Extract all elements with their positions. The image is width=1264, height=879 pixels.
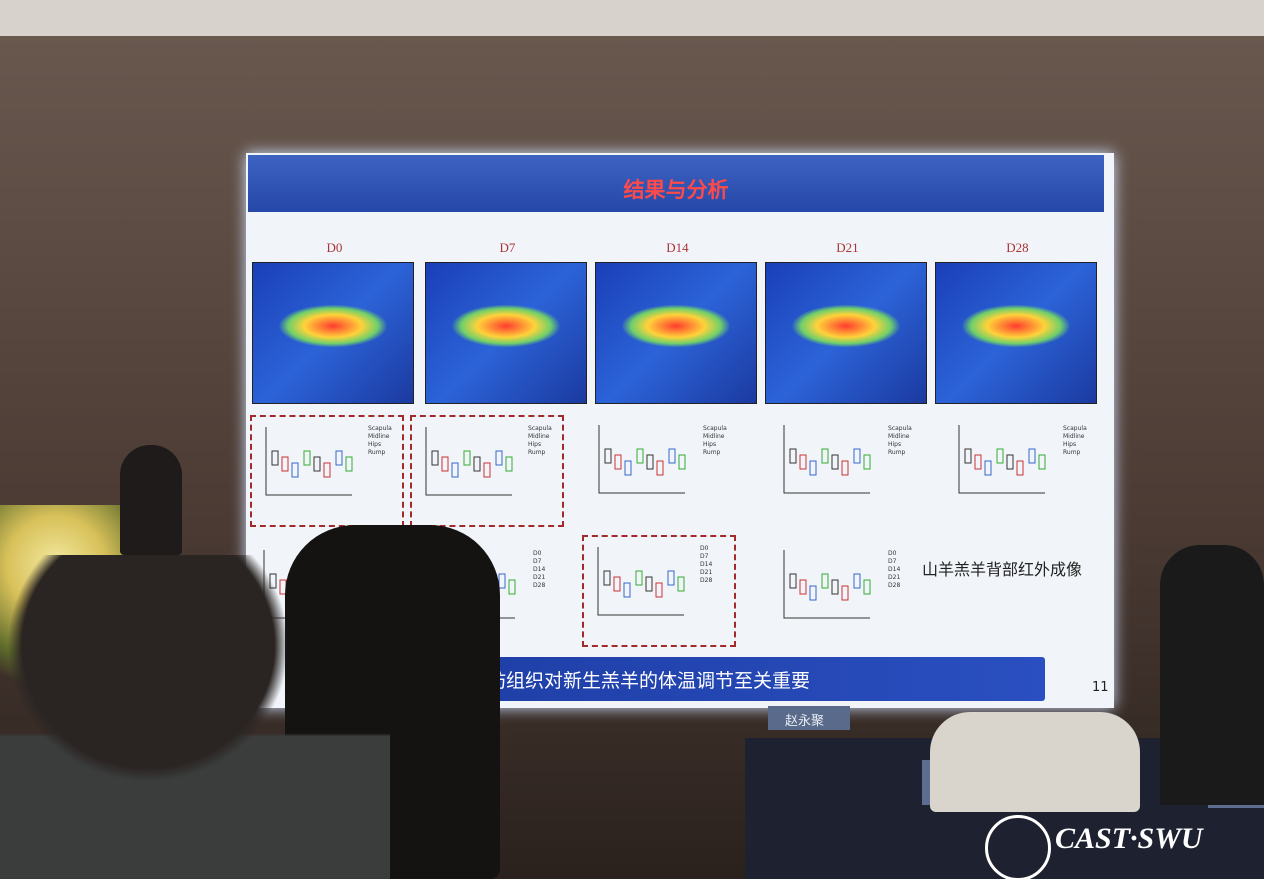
- box-plot: [410, 415, 564, 527]
- day-label: D21: [836, 240, 859, 255]
- legend-label: D14: [888, 566, 901, 573]
- legend-label: Scapula: [888, 425, 912, 432]
- day-label: D7: [499, 240, 516, 255]
- legend-label: Midline: [368, 433, 390, 440]
- watermark-logo: [985, 815, 1051, 879]
- box-plot: [250, 415, 404, 527]
- legend-label: Scapula: [1063, 425, 1087, 432]
- legend-label: Scapula: [703, 425, 727, 432]
- plot: [958, 425, 1046, 494]
- audience-right: [1160, 545, 1264, 805]
- plot: [597, 547, 685, 616]
- legend-label: Scapula: [528, 425, 552, 432]
- box-plot: [770, 415, 920, 523]
- legend-label: Hips: [1063, 441, 1077, 448]
- title-bar: [248, 155, 1104, 212]
- legend-label: D14: [700, 561, 713, 568]
- plot: [598, 425, 686, 494]
- legend-label: Hips: [528, 441, 542, 448]
- plot: [425, 427, 513, 496]
- day-label: D0: [326, 240, 343, 255]
- legend-label: D0: [888, 550, 897, 557]
- legend-label: Midline: [888, 433, 910, 440]
- ceiling: [0, 0, 1264, 36]
- legend-label: D28: [533, 582, 546, 589]
- thermal-image: [765, 262, 927, 404]
- day-label: D28: [1006, 240, 1029, 255]
- thermal-image: [425, 262, 587, 404]
- legend-label: D21: [533, 574, 546, 581]
- audience-man: [0, 555, 390, 879]
- legend-label: Midline: [703, 433, 725, 440]
- legend-label: Hips: [888, 441, 902, 448]
- nameplate: [768, 706, 850, 730]
- caption: 山羊羔羊背部红外成像: [922, 560, 1083, 579]
- legend-label: D14: [533, 566, 546, 573]
- plot: [783, 550, 871, 619]
- box-plot: [585, 415, 735, 523]
- legend-label: D7: [888, 558, 897, 565]
- chair: [930, 712, 1140, 812]
- legend-label: D21: [700, 569, 713, 576]
- legend-label: Rump: [1063, 449, 1081, 456]
- banner-text: 棕色脂肪组织对新生羔羊的体温调节至关重要: [430, 670, 811, 692]
- box-plot: [945, 415, 1095, 523]
- thermal-image: [935, 262, 1097, 404]
- legend-label: D0: [533, 550, 542, 557]
- legend-label: Rump: [888, 449, 906, 456]
- legend-label: Scapula: [368, 425, 392, 432]
- thermal-image: [595, 262, 757, 404]
- presenter: [120, 445, 182, 555]
- watermark: CAST·SWU: [1055, 822, 1203, 855]
- nameplate-text: 赵永聚: [785, 714, 825, 729]
- legend-label: Rump: [528, 449, 546, 456]
- legend-label: D28: [700, 577, 713, 584]
- legend-label: D21: [888, 574, 901, 581]
- day-label: D14: [666, 240, 689, 255]
- legend-label: Rump: [703, 449, 721, 456]
- slide-title: 结果与分析: [623, 178, 729, 202]
- legend-label: D28: [888, 582, 901, 589]
- plot: [783, 425, 871, 494]
- plot: [265, 427, 353, 496]
- legend-label: Midline: [528, 433, 550, 440]
- legend-label: Hips: [703, 441, 717, 448]
- legend-label: Rump: [368, 449, 386, 456]
- legend-label: D7: [533, 558, 542, 565]
- thermal-image: [252, 262, 414, 404]
- legend-label: D7: [700, 553, 709, 560]
- legend-label: Midline: [1063, 433, 1085, 440]
- box-plot: [770, 540, 920, 648]
- box-plot: [582, 535, 736, 647]
- page-number: 11: [1092, 680, 1109, 695]
- legend-label: Hips: [368, 441, 382, 448]
- legend-label: D0: [700, 545, 709, 552]
